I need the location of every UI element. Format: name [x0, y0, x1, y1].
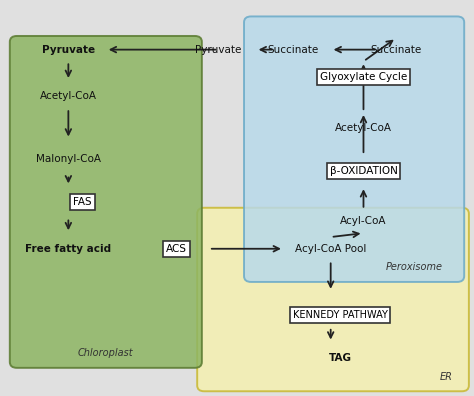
Text: Chloroplast: Chloroplast: [78, 348, 134, 358]
Text: Pyruvate: Pyruvate: [42, 45, 95, 55]
Text: Succinate: Succinate: [268, 45, 319, 55]
Text: FAS: FAS: [73, 197, 92, 207]
Text: Acetyl-CoA: Acetyl-CoA: [335, 123, 392, 133]
Text: KENNEDY PATHWAY: KENNEDY PATHWAY: [292, 310, 388, 320]
Text: Acetyl-CoA: Acetyl-CoA: [40, 91, 97, 101]
Text: Peroxisome: Peroxisome: [386, 262, 443, 272]
Text: Acyl-CoA: Acyl-CoA: [340, 217, 387, 227]
Text: Succinate: Succinate: [371, 45, 422, 55]
Text: Free fatty acid: Free fatty acid: [25, 244, 111, 254]
Text: ER: ER: [439, 371, 453, 381]
Text: Acyl-CoA Pool: Acyl-CoA Pool: [295, 244, 366, 254]
Text: ACS: ACS: [165, 244, 187, 254]
Text: Malonyl-CoA: Malonyl-CoA: [36, 154, 101, 164]
Text: Glyoxylate Cycle: Glyoxylate Cycle: [320, 72, 407, 82]
FancyBboxPatch shape: [244, 17, 464, 282]
Text: TAG: TAG: [328, 353, 352, 363]
Text: Pyruvate: Pyruvate: [195, 45, 241, 55]
FancyBboxPatch shape: [197, 208, 469, 391]
Text: β-OXIDATION: β-OXIDATION: [329, 166, 397, 176]
FancyBboxPatch shape: [10, 36, 202, 368]
